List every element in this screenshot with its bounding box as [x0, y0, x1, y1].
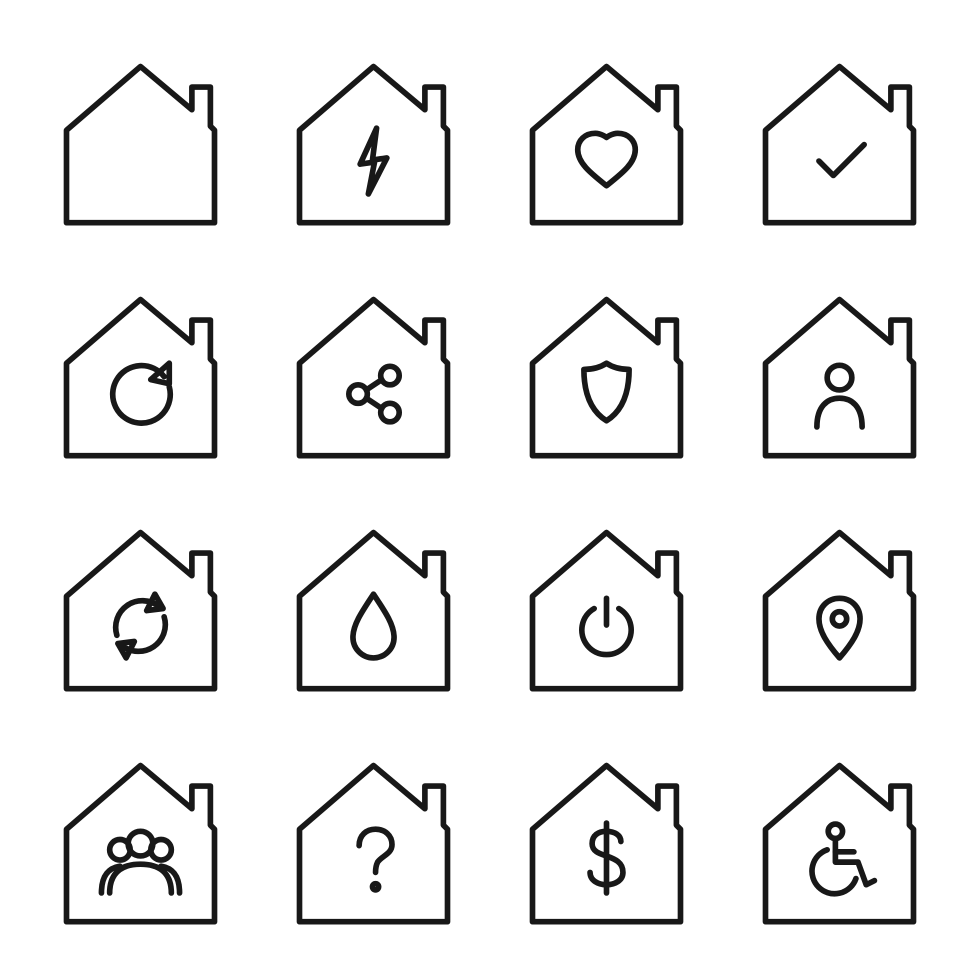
house-sync-icon [48, 514, 233, 699]
house-user-icon [747, 281, 932, 466]
house-drop-icon [281, 514, 466, 699]
icon-grid [48, 48, 932, 932]
house-group-icon [48, 747, 233, 932]
house-check-icon [747, 48, 932, 233]
house-reload-icon [48, 281, 233, 466]
house-wheelchair-icon [747, 747, 932, 932]
icon-set-canvas [0, 0, 980, 980]
house-share-icon [281, 281, 466, 466]
house-question-icon [281, 747, 466, 932]
house-empty-icon [48, 48, 233, 233]
house-heart-icon [514, 48, 699, 233]
house-power-icon [514, 514, 699, 699]
house-pin-icon [747, 514, 932, 699]
house-dollar-icon [514, 747, 699, 932]
house-bolt-icon [281, 48, 466, 233]
house-shield-icon [514, 281, 699, 466]
